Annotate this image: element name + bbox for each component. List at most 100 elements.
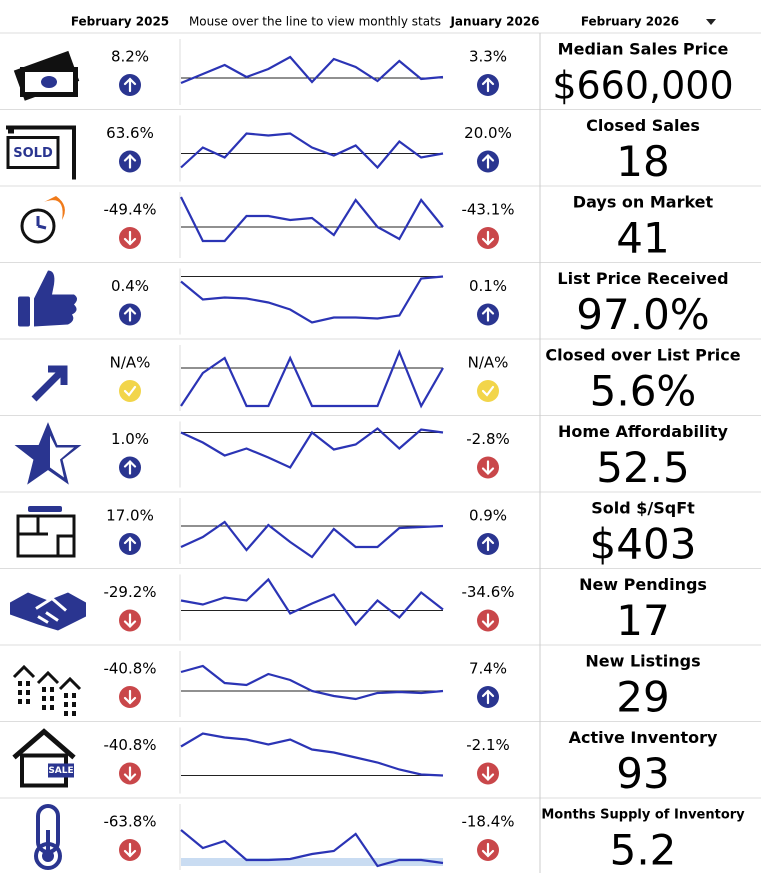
row-icon: SALE: [12, 728, 76, 788]
icon-shape: [10, 592, 86, 631]
icon-shape: [42, 705, 46, 710]
row-icon: [12, 664, 82, 716]
icon-shape: [35, 596, 67, 624]
icon-shape: [41, 76, 57, 88]
icon-text: SALE: [48, 766, 73, 776]
metric-label: List Price Received: [557, 269, 728, 288]
trend-arrow: [481, 613, 495, 629]
icon-shape: [26, 690, 30, 695]
icon-shape: [8, 129, 14, 134]
sparkline[interactable]: [180, 577, 444, 627]
icon-shape: [42, 687, 46, 692]
icon-shape: [50, 435, 74, 478]
prev-year-change: 0.4%: [111, 277, 149, 295]
prev-year-change: 63.6%: [106, 124, 154, 142]
col-header: Mouse over the line to view monthly stat…: [189, 15, 441, 29]
metric-label: New Listings: [585, 652, 700, 671]
prev-month-change: -2.1%: [466, 736, 510, 754]
icon-shape: [18, 699, 22, 704]
sparkline[interactable]: [180, 829, 444, 868]
icon-shape: [28, 506, 62, 512]
sparkline[interactable]: [180, 664, 444, 701]
row-icon: [14, 422, 82, 485]
icon-shape: [72, 711, 76, 716]
icon-text: SOLD: [13, 146, 53, 161]
prev-month-change: 0.1%: [469, 277, 507, 295]
prev-month-change: N/A%: [468, 354, 509, 372]
sparkline[interactable]: [180, 196, 444, 243]
trend-arrow: [481, 536, 495, 552]
row-icon: [20, 196, 65, 244]
icon-shape: [44, 196, 65, 220]
icon-shape: [31, 365, 68, 402]
row-icon: [34, 804, 62, 870]
trend-arrow: [123, 689, 137, 705]
trend-arrow: [481, 230, 495, 246]
metric-label: Months Supply of Inventory: [541, 808, 745, 823]
metric-label: Closed over List Price: [545, 346, 740, 365]
trend-arrow: [481, 689, 495, 705]
row-icon: [10, 592, 86, 631]
spark-band: [181, 858, 443, 866]
icon-shape: [50, 705, 54, 710]
icon-shape: [72, 702, 76, 707]
metric-value: 41: [616, 214, 669, 263]
row-icon: [16, 506, 76, 558]
dropdown-arrow[interactable]: [706, 19, 716, 25]
trend-arrow: [123, 153, 137, 169]
col-header: January 2026: [449, 15, 539, 29]
sparkline[interactable]: [180, 132, 444, 170]
prev-year-change: 17.0%: [106, 507, 154, 525]
prev-month-change: 3.3%: [469, 48, 507, 66]
icon-shape: [64, 702, 68, 707]
sparkline[interactable]: [180, 55, 444, 85]
metric-label: Closed Sales: [586, 116, 700, 135]
icon-shape: [36, 670, 60, 685]
trend-arrow: [123, 459, 137, 475]
metric-value: 29: [616, 673, 669, 722]
trend-arrow: [481, 385, 495, 397]
row-icon: [31, 365, 68, 402]
prev-month-change: -18.4%: [461, 813, 514, 831]
sparkline[interactable]: [180, 427, 444, 469]
metric-value: $660,000: [552, 64, 733, 108]
col-header: February 2025: [71, 15, 169, 29]
prev-year-change: -29.2%: [103, 583, 156, 601]
icon-shape: [12, 664, 36, 679]
icon-shape: [18, 296, 30, 327]
trend-arrow: [123, 536, 137, 552]
icon-shape: [18, 681, 22, 686]
prev-year-change: N/A%: [110, 354, 151, 372]
icon-shape: [36, 216, 47, 230]
trend-arrow: [481, 153, 495, 169]
metric-value: 97.0%: [576, 290, 709, 339]
metric-label: Sold $/SqFt: [591, 499, 695, 518]
icon-shape: [72, 693, 76, 698]
trend-arrow: [123, 230, 137, 246]
month-select[interactable]: February 2026: [581, 15, 679, 29]
trend-arrow: [123, 766, 137, 782]
metric-label: Home Affordability: [558, 422, 729, 441]
trend-arrow: [123, 385, 137, 397]
icon-shape: [26, 681, 30, 686]
icon-shape: [64, 711, 68, 716]
sparkline[interactable]: [180, 349, 444, 409]
icon-shape: [42, 850, 54, 862]
trend-arrow: [481, 77, 495, 93]
trend-arrow: [123, 613, 137, 629]
sparkline[interactable]: [180, 520, 444, 559]
prev-year-change: -40.8%: [103, 660, 156, 678]
prev-month-change: 0.9%: [469, 507, 507, 525]
icon-shape: [42, 696, 46, 701]
trend-arrow: [123, 77, 137, 93]
row-icon: [13, 50, 80, 101]
trend-indicator: [477, 380, 499, 402]
metric-label: Active Inventory: [569, 728, 718, 747]
sparkline[interactable]: [180, 732, 444, 777]
trend-arrow: [481, 842, 495, 858]
metric-value: 18: [616, 137, 669, 186]
sparkline[interactable]: [180, 275, 444, 324]
trend-arrow: [123, 306, 137, 322]
icon-shape: [46, 830, 50, 856]
